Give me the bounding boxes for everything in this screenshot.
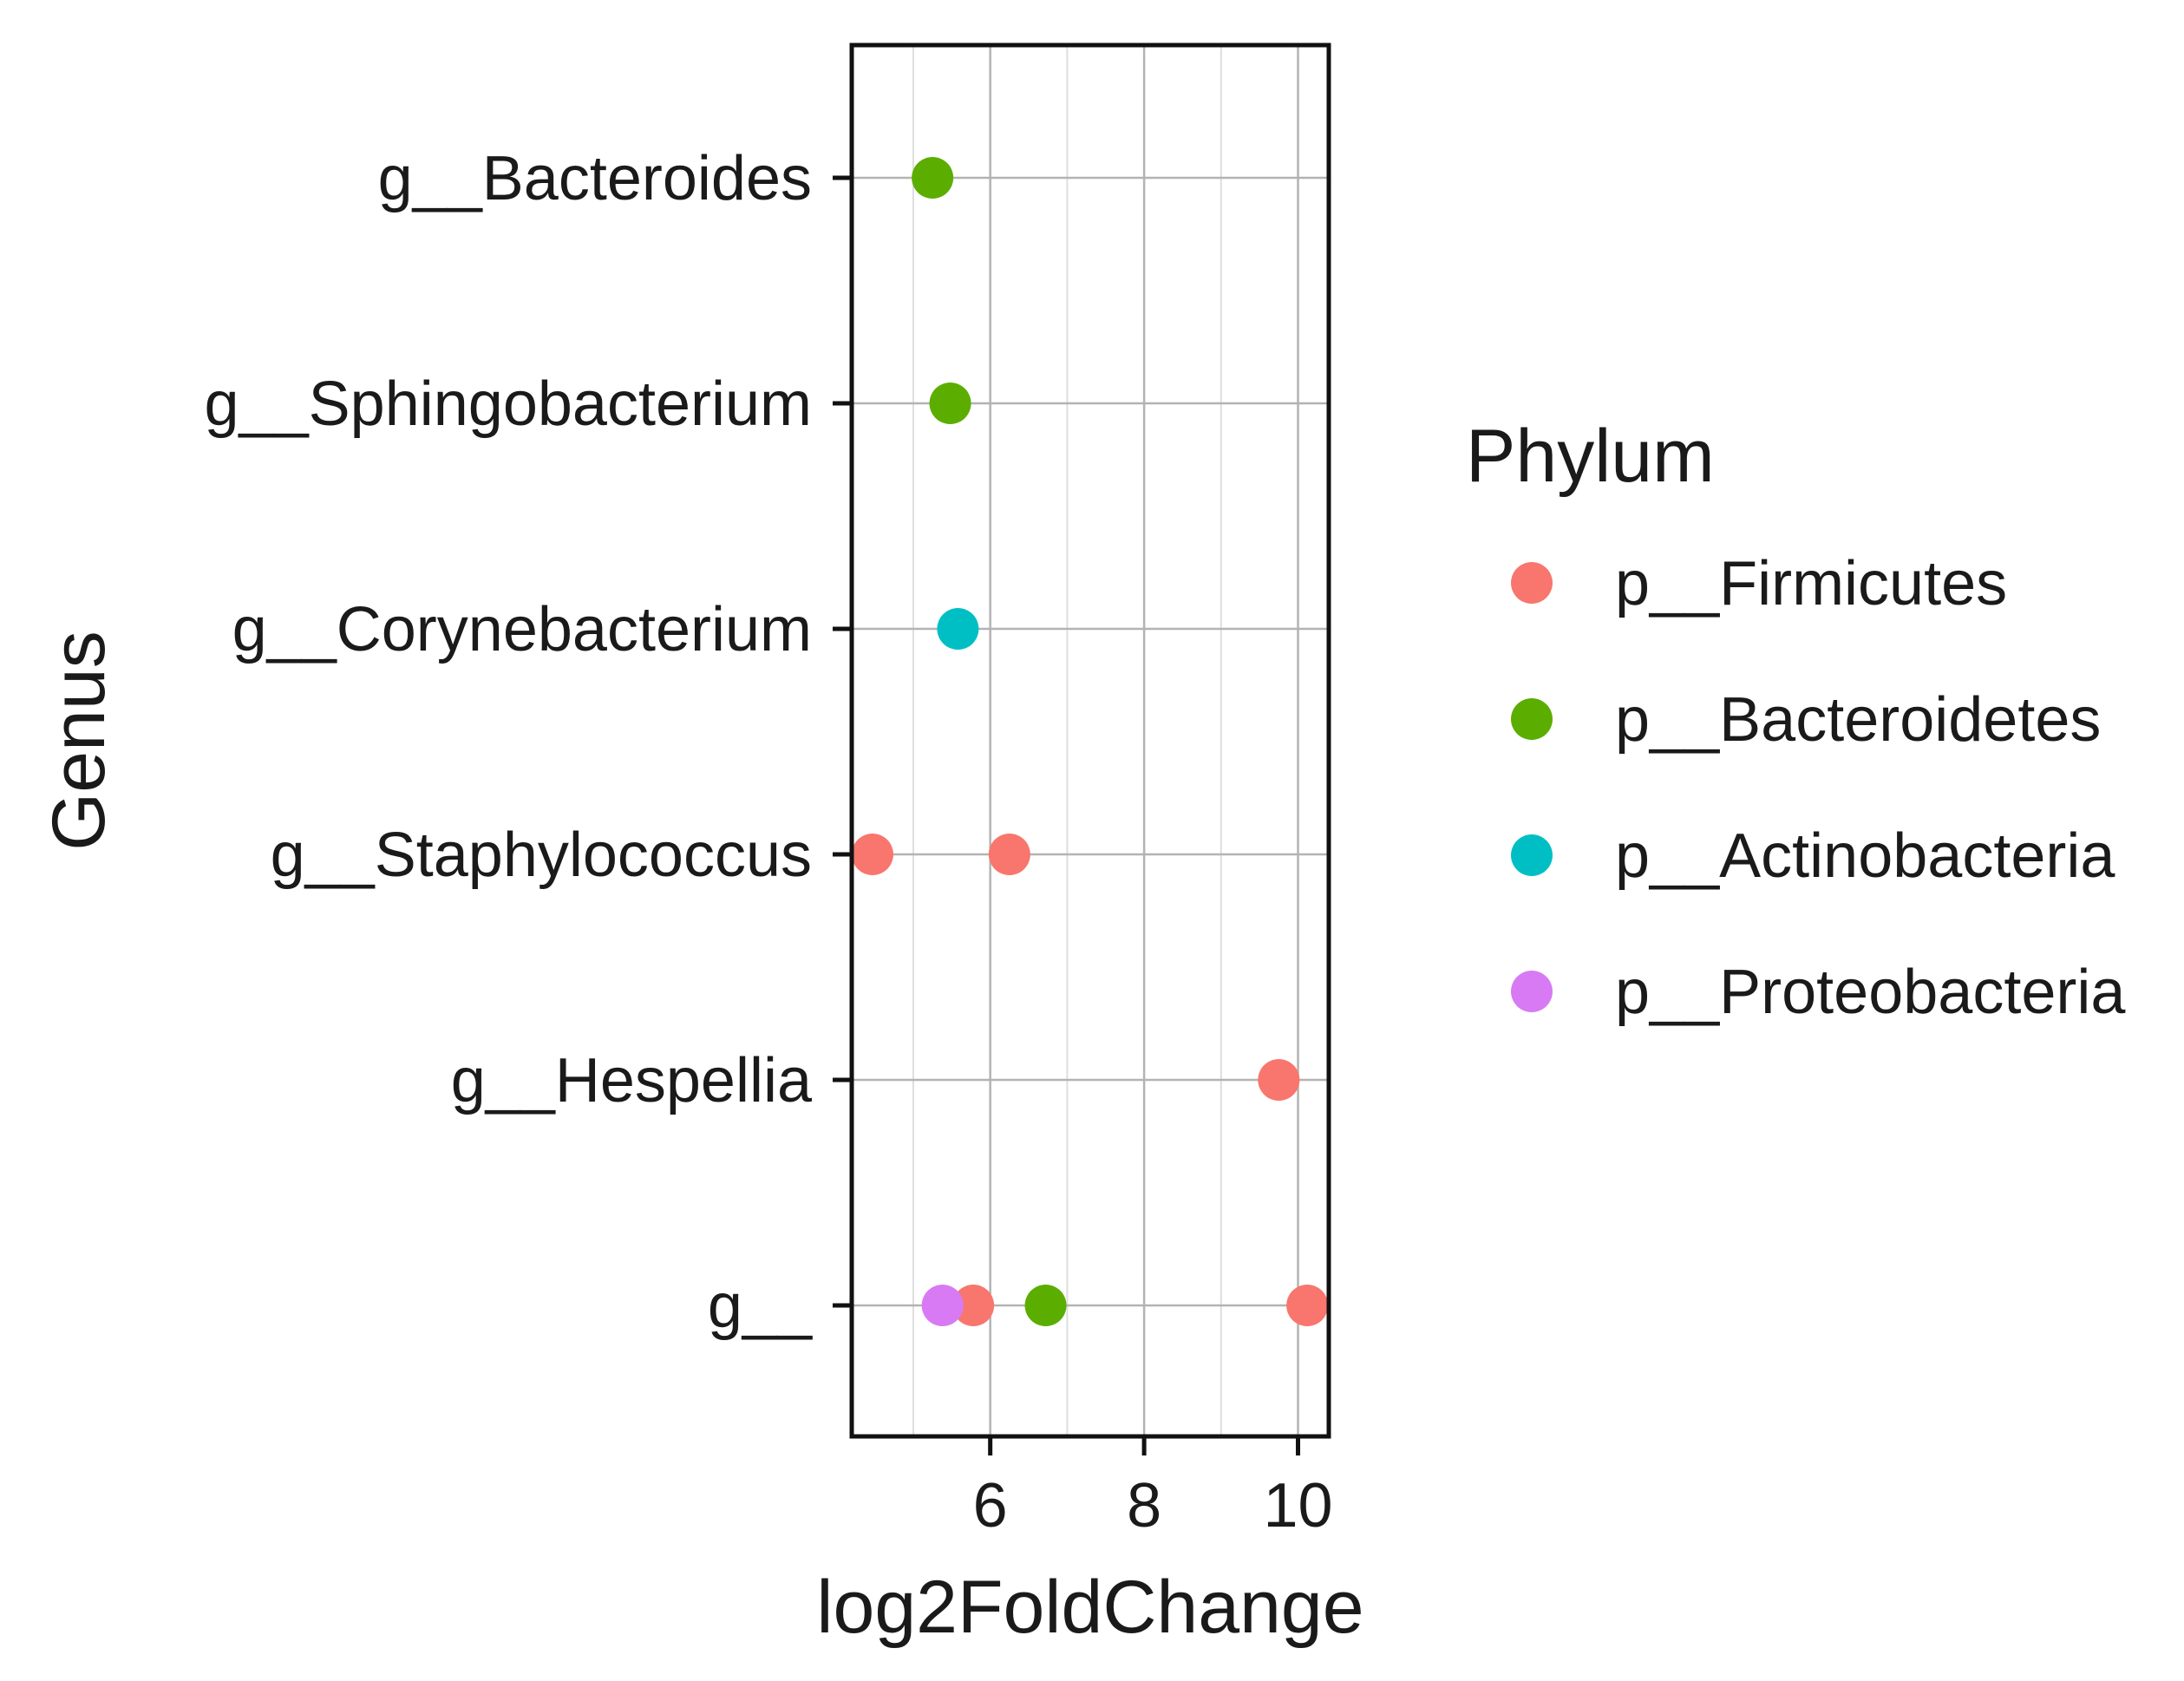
minor-gridlines (912, 45, 1222, 1436)
panel-border (849, 43, 1331, 1439)
y-tick-label: g__Bacteroides (378, 144, 812, 213)
x-tick-label: 6 (973, 1471, 1008, 1540)
legend-key (1511, 834, 1553, 876)
data-point (921, 1285, 964, 1326)
legend: Phylum p__Firmicutes p__Bacteroidetes p__A… (1466, 415, 2126, 1027)
data-point (1258, 1059, 1300, 1101)
data-point (952, 1285, 995, 1326)
x-tick-label: 8 (1127, 1471, 1161, 1540)
y-tick-label: g__Hespellia (451, 1046, 813, 1115)
data-points (851, 157, 1329, 1326)
legend-title: Phylum (1466, 415, 1715, 498)
data-point (1024, 1285, 1067, 1326)
legend-key (1511, 562, 1553, 604)
legend-entries: p__Firmicutes p__Bacteroidetes p__Actinoba… (1511, 549, 2126, 1027)
x-axis-title: log2FoldChange (816, 1566, 1363, 1649)
data-point (937, 608, 979, 650)
legend-label: p__Firmicutes (1615, 549, 2007, 618)
y-tick-label: g__Sphingobacterium (205, 370, 813, 439)
y-tick-label: g__Corynebacterium (232, 595, 812, 664)
data-point (912, 157, 954, 199)
data-point (988, 834, 1030, 875)
y-axis: g__Bacteroides g__Sphingobacterium g__Cory… (205, 144, 852, 1341)
y-axis-title: Genus (37, 631, 121, 850)
y-tick-label: g__Staphylococcus (271, 821, 812, 890)
legend-key (1511, 698, 1553, 740)
y-tick-label: g__ (708, 1272, 813, 1341)
major-gridlines (852, 45, 1329, 1436)
data-point (1286, 1285, 1329, 1326)
x-axis: 6 8 10 (973, 1436, 1333, 1540)
legend-label: p__Bacteroidetes (1615, 685, 2101, 755)
legend-key (1511, 971, 1553, 1012)
x-tick-label: 10 (1263, 1471, 1332, 1540)
legend-label: p__Actinobacteria (1615, 821, 2115, 891)
data-point (851, 834, 893, 875)
legend-label: p__Proteobacteria (1615, 958, 2126, 1027)
data-point (929, 383, 971, 424)
